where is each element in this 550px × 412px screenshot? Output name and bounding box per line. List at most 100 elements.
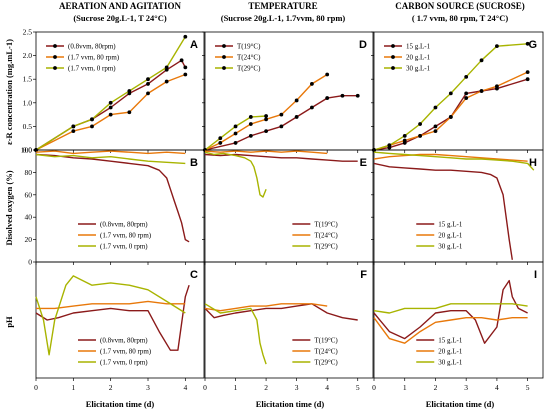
y-tick-label: 0.0	[23, 146, 33, 155]
y-tick-label: 2.0	[23, 51, 33, 60]
data-point	[264, 129, 268, 134]
series-line-orange	[35, 150, 186, 155]
panel-F: F 0 1 2 3 4 5 T(19°C) T(24°C) T(29°C)	[203, 261, 374, 392]
legend-marker	[53, 55, 57, 59]
data-point	[448, 115, 453, 119]
legend-label: (1.7 vvm, 80 rpm)	[100, 348, 152, 356]
series-line-olive	[373, 151, 535, 171]
legend-label: T(19°C)	[237, 43, 261, 51]
x-tick-label: 2	[264, 383, 268, 392]
panel-letter: D	[359, 39, 367, 51]
series-line-orange	[373, 153, 528, 162]
data-point	[90, 124, 94, 129]
legend-label: 30 g.L-1	[406, 65, 431, 73]
legend-label: 30 g.L-1	[438, 243, 463, 251]
data-point	[433, 105, 438, 110]
panel-E: E T(19°C) T(24°C) T(29°C)	[202, 149, 374, 265]
panel-letter: C	[190, 269, 198, 281]
legend-marker	[222, 55, 226, 59]
data-point	[71, 129, 76, 134]
series-line-olive	[204, 303, 267, 365]
legend-label: (0.8vvm, 80rpm)	[100, 337, 148, 345]
data-point	[464, 74, 469, 79]
series-line-dark	[373, 78, 528, 151]
data-point	[179, 58, 184, 63]
panel-letter: E	[360, 157, 367, 169]
legend-label: (0.8vvm, 80rpm)	[100, 221, 148, 229]
legend-label: 20 g.L-1	[438, 232, 463, 240]
data-point	[294, 115, 299, 119]
data-point	[464, 96, 469, 100]
y-tick-label: 60	[25, 190, 33, 199]
x-tick-label: 0	[372, 383, 376, 392]
legend-label: T(29°C)	[314, 359, 338, 367]
legend-label: 15 g.L-1	[406, 43, 431, 51]
series-line-olive	[35, 275, 186, 356]
panel-letter: G	[528, 39, 537, 51]
data-point	[294, 98, 299, 103]
data-point	[479, 58, 484, 63]
x-axis-label-col2: Elicitation time (d)	[256, 399, 325, 409]
series-line-orange	[373, 71, 528, 151]
legend-label: (1.7 vvm, 0 rpm)	[68, 65, 116, 73]
column-title-temperature: TEMPERATURE	[248, 1, 317, 11]
data-point	[146, 91, 150, 96]
y-axis-label-concentration: ε-R concentration (mg.mL-1)	[4, 39, 14, 145]
data-point	[108, 100, 113, 105]
data-point	[146, 77, 150, 82]
data-point	[418, 133, 422, 138]
legend-label: (0.8vvm, 80rpm)	[68, 43, 116, 51]
x-tick-label: 5	[526, 383, 530, 392]
data-point	[164, 65, 169, 70]
data-point	[418, 122, 422, 126]
x-axis-label-col1: Elicitation time (d)	[86, 399, 155, 409]
series-line-olive	[35, 36, 186, 151]
legend-marker	[222, 44, 226, 48]
panel-letter: F	[360, 269, 367, 281]
legend-marker	[391, 55, 395, 59]
data-point	[248, 115, 253, 119]
data-point	[183, 34, 188, 39]
data-point	[248, 133, 253, 138]
data-point	[279, 112, 284, 117]
data-point	[233, 124, 238, 129]
y-axis-label-oxygen: Disolved oxygen (%)	[4, 170, 14, 245]
legend-label: (1.7 vvm, 80 rpm)	[68, 54, 120, 62]
data-point	[525, 77, 530, 82]
data-point	[464, 91, 469, 96]
x-tick-label: 2	[434, 383, 438, 392]
data-point	[325, 72, 330, 77]
data-point	[279, 124, 284, 129]
legend-label: T(19°C)	[314, 221, 338, 229]
data-point	[448, 91, 453, 96]
x-tick-label: 1	[403, 383, 407, 392]
y-tick-label: 0	[28, 258, 32, 267]
x-axis-label-col3: Elicitation time (d)	[426, 399, 495, 409]
data-point	[264, 114, 268, 118]
data-point	[525, 70, 530, 75]
panel-letter: A	[190, 39, 198, 51]
data-point	[164, 79, 169, 84]
data-point	[402, 138, 407, 143]
series-line-dark	[373, 162, 513, 260]
data-point	[495, 84, 499, 89]
series-line-orange	[204, 73, 328, 151]
series-line-orange	[35, 73, 186, 151]
legend-label: T(24°C)	[314, 348, 338, 356]
x-tick-label: 4	[495, 383, 499, 392]
panel-frame	[35, 31, 205, 151]
data-point	[183, 65, 188, 70]
series-line-dark	[204, 94, 358, 151]
x-tick-label: 2	[109, 383, 113, 392]
chart-panels: A 0.0 0.5 1.0 1.5 2.0 2.5 (0.8vvm, 80rpm) (1.7 v…	[21, 28, 544, 392]
y-tick-label: 1.5	[23, 75, 33, 84]
series-line-dark	[373, 279, 528, 344]
series-line-orange	[36, 300, 186, 310]
y-tick-label: 20	[25, 235, 33, 244]
panel-frame	[204, 149, 374, 263]
data-point	[127, 110, 132, 115]
panel-G: G 15 g.L-1 20 g.L-1 30 g.L-1	[371, 31, 544, 153]
data-point	[127, 89, 132, 93]
data-point	[325, 96, 330, 100]
